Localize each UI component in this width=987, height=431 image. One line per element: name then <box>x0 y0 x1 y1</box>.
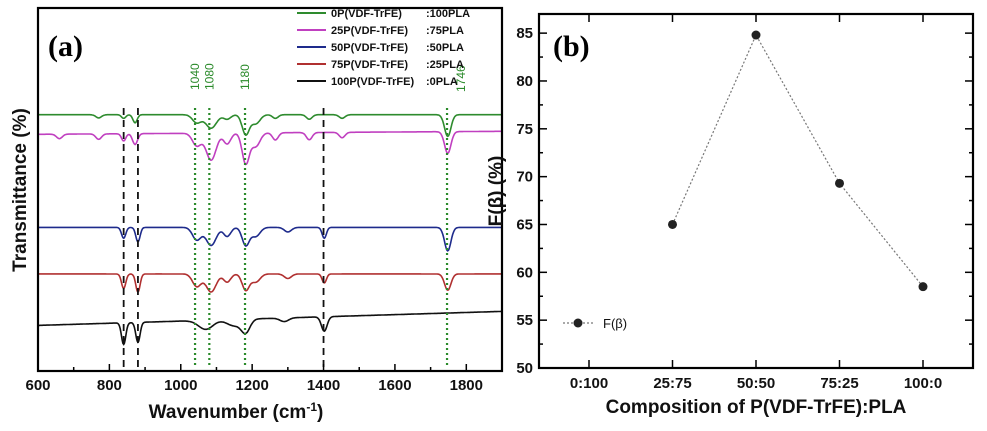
panel-b-y-ticks: 50 55 60 65 70 75 80 85 <box>516 25 973 377</box>
x-tick-label-0:100: 0:100 <box>570 375 608 392</box>
ftir-series-line <box>38 130 502 166</box>
x-title-sup: -1 <box>306 400 317 414</box>
panel-b-frame <box>537 12 975 370</box>
x-tick-label-800: 800 <box>97 377 122 394</box>
panel-b-y-axis-title: F(β) (%) <box>486 156 507 227</box>
panel-b-fbeta-chart: 50 55 60 65 70 75 80 85 0:100 25:75 50:50 75:25 100… <box>486 12 975 418</box>
panel-a-ftir-chart: 1040 1080 1180 1746 600 800 1000 1200 1400 1600 1… <box>10 6 504 423</box>
y-tick-label-60: 60 <box>516 264 533 281</box>
fbeta-point-50:50 <box>751 30 761 40</box>
ftir-series-line <box>38 310 502 346</box>
x-tick-label-1200: 1200 <box>235 377 268 394</box>
legend-name: 25P(VDF-TrFE) <box>331 25 408 37</box>
y-tick-label-85: 85 <box>516 25 533 42</box>
legend-ratio: :75PLA <box>426 25 464 37</box>
legend-name: 75P(VDF-TrFE) <box>331 59 408 71</box>
legend-ratio: :100PLA <box>426 8 470 20</box>
panel-b-legend: F(β) <box>563 316 627 331</box>
ftir-series-line <box>38 226 502 252</box>
x-title-main: Wavenumber (cm <box>149 402 307 423</box>
x-tick-label-1000: 1000 <box>164 377 197 394</box>
legend-ratio: :25PLA <box>426 59 464 71</box>
legend-label: F(β) <box>603 316 627 331</box>
x-tick-label-25:75: 25:75 <box>653 375 691 392</box>
y-tick-label-80: 80 <box>516 73 533 90</box>
x-tick-label-1400: 1400 <box>307 377 340 394</box>
peak-label-1180: 1180 <box>238 64 252 90</box>
legend-name: 0P(VDF-TrFE) <box>331 8 402 20</box>
x-tick-label-1800: 1800 <box>450 377 483 394</box>
peak-label-1080: 1080 <box>202 63 216 90</box>
panel-a-label: (a) <box>48 30 83 63</box>
x-tick-label-50:50: 50:50 <box>737 375 775 392</box>
panel-a-y-axis-title: Transmittance (%) <box>10 108 31 272</box>
x-tick-label-100:0: 100:0 <box>904 375 942 392</box>
y-tick-label-65: 65 <box>516 216 533 233</box>
ftir-curves <box>38 113 502 346</box>
peak-markers: 1040 1080 1180 1746 <box>122 63 468 368</box>
legend-ratio: :0PLA <box>426 76 458 88</box>
x-tick-label-600: 600 <box>25 377 50 394</box>
legend-ratio: :50PLA <box>426 42 464 54</box>
panel-a-frame <box>36 6 504 373</box>
fbeta-series <box>668 30 928 292</box>
peak-label-1746: 1746 <box>454 65 468 92</box>
panel-a-legend: 0P(VDF-TrFE) :100PLA 25P(VDF-TrFE) :75PLA 50… <box>297 8 470 88</box>
peak-label-1040: 1040 <box>188 63 202 90</box>
y-tick-label-50: 50 <box>516 360 533 377</box>
panel-a-x-axis-title: Wavenumber (cm-1) <box>149 400 324 423</box>
fbeta-point-100:0 <box>918 282 928 292</box>
ftir-series-line <box>38 113 502 138</box>
legend-name: 100P(VDF-TrFE) <box>331 76 414 88</box>
ftir-series-line <box>38 273 502 294</box>
fbeta-point-75:25 <box>835 178 844 188</box>
legend-name: 50P(VDF-TrFE) <box>331 42 408 54</box>
x-tick-label-75:25: 75:25 <box>820 375 858 392</box>
fbeta-point-25:75 <box>668 219 677 229</box>
x-title-end: ) <box>317 402 323 423</box>
panel-a-x-ticks: 600 800 1000 1200 1400 1600 1800 <box>25 364 483 394</box>
legend-marker <box>573 318 583 328</box>
y-tick-label-75: 75 <box>516 121 533 138</box>
x-tick-label-1600: 1600 <box>378 377 411 394</box>
panel-b-x-axis-title: Composition of P(VDF-TrFE):PLA <box>606 397 907 418</box>
panel-b-x-ticks: 0:100 25:75 50:50 75:25 100:0 <box>570 14 942 392</box>
y-tick-label-70: 70 <box>516 169 533 186</box>
y-tick-label-55: 55 <box>516 312 533 329</box>
fbeta-line <box>671 33 924 288</box>
panel-b-label: (b) <box>553 30 590 63</box>
